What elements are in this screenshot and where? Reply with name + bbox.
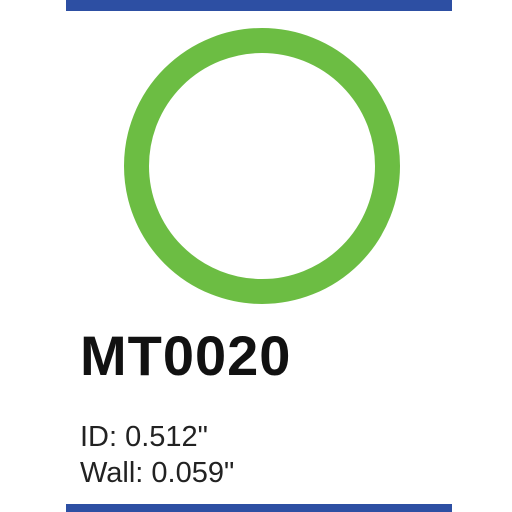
o-ring-icon [124, 28, 400, 304]
inner-diameter-spec: ID: 0.512" [80, 421, 208, 453]
wall-thickness-spec: Wall: 0.059" [80, 457, 235, 489]
top-accent-bar [66, 0, 452, 11]
part-number: MT0020 [80, 324, 292, 387]
bottom-accent-bar [66, 504, 452, 512]
